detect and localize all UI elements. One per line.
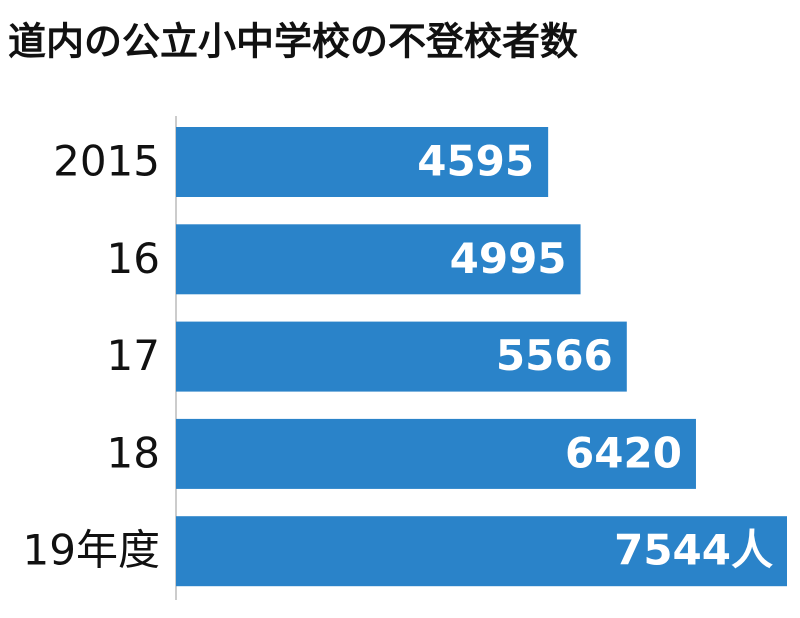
y-tick-label: 16 (107, 234, 160, 283)
value-label: 4595 (417, 137, 534, 186)
bar (176, 127, 549, 197)
y-tick-label: 19年度 (23, 526, 160, 575)
chart-title: 道内の公立小中学校の不登校者数 (8, 20, 578, 64)
value-label: 5566 (496, 331, 613, 380)
bar (176, 418, 696, 489)
y-tick-label: 2015 (53, 137, 160, 186)
bar (176, 516, 787, 587)
value-label: 6420 (565, 428, 682, 477)
value-label: 4995 (450, 234, 567, 283)
y-tick-label: 17 (107, 331, 160, 380)
y-tick-label: 18 (107, 428, 160, 477)
bar (176, 224, 581, 295)
bar (176, 321, 627, 392)
value-label: 7544人 (614, 526, 773, 575)
